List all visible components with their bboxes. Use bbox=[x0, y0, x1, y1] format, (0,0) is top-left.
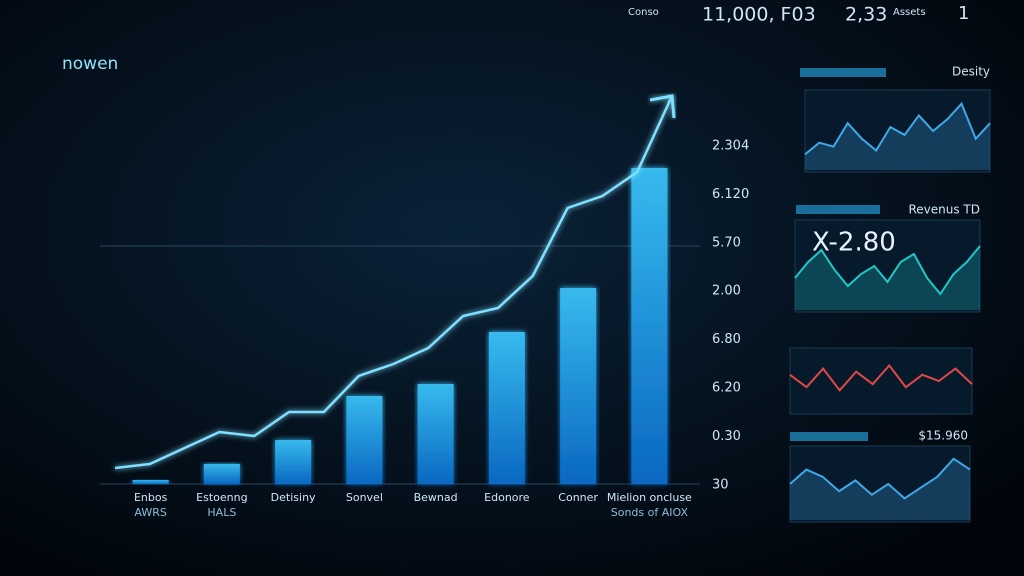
side-label: 2.00 bbox=[712, 284, 741, 299]
stat: 2,33 bbox=[845, 4, 887, 26]
stat: Conso bbox=[628, 7, 659, 18]
x-sub-label: Sonds of AIOX bbox=[611, 506, 689, 519]
panel-line bbox=[789, 363, 973, 392]
panel-frame bbox=[794, 219, 981, 313]
x-tick-label: Sonvel bbox=[346, 491, 383, 504]
tag bbox=[800, 68, 886, 77]
stat: Assets bbox=[893, 7, 926, 18]
bar bbox=[346, 396, 383, 484]
side-label: 30 bbox=[712, 477, 729, 492]
panel-line bbox=[794, 245, 981, 296]
trend-line bbox=[114, 95, 674, 470]
side-label: 2.304 bbox=[712, 139, 749, 154]
panel-label: Desity bbox=[952, 65, 990, 79]
tag bbox=[790, 432, 868, 441]
bar bbox=[631, 168, 668, 484]
bar bbox=[203, 464, 240, 484]
x-sub-label: HALS bbox=[207, 506, 236, 519]
side-label: 5.70 bbox=[712, 235, 741, 250]
bar bbox=[132, 480, 169, 484]
bar bbox=[275, 440, 312, 484]
tag bbox=[796, 205, 880, 214]
bar bbox=[417, 384, 454, 484]
panel-frame bbox=[789, 347, 973, 415]
stat: 11,000, F03 bbox=[702, 4, 816, 26]
side-label: 0.30 bbox=[712, 429, 741, 444]
x-tick-label: Bewnad bbox=[414, 491, 458, 504]
panel-line bbox=[789, 457, 971, 500]
panel-area bbox=[805, 103, 990, 170]
x-tick-label: Mielion oncluse bbox=[607, 491, 692, 504]
trend-arrow bbox=[649, 94, 676, 119]
bar bbox=[488, 332, 525, 484]
page-title: nowen bbox=[62, 54, 118, 74]
panel-line bbox=[804, 101, 991, 156]
stat: 1 bbox=[958, 3, 969, 24]
x-tick-label: Detisiny bbox=[271, 491, 316, 504]
x-tick-label: Conner bbox=[558, 491, 598, 504]
side-label: 6.20 bbox=[712, 381, 741, 396]
x-tick-label: Enbos bbox=[134, 491, 168, 504]
bar bbox=[560, 288, 597, 484]
panel-area bbox=[795, 246, 980, 310]
side-label: 6.80 bbox=[712, 332, 741, 347]
side-label: 6.120 bbox=[712, 187, 749, 202]
x-tick-label: Estoenng bbox=[196, 491, 247, 504]
x-tick-label: Edonore bbox=[484, 491, 530, 504]
panel-label: Revenus TD bbox=[908, 203, 980, 217]
panel-big-value: X-2.80 bbox=[812, 228, 896, 258]
panel-frame bbox=[789, 445, 971, 523]
panel-label: $15.960 bbox=[918, 429, 968, 443]
x-sub-label: AWRS bbox=[134, 506, 166, 519]
